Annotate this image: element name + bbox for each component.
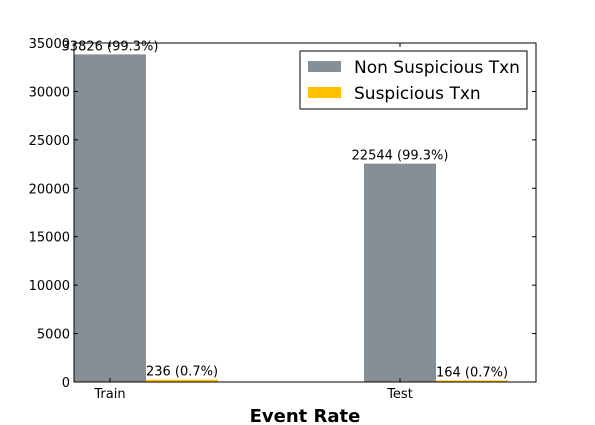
legend-swatch-suspicious bbox=[308, 87, 341, 98]
data-label-suspicious-txn-train: 236 (0.7%) bbox=[146, 365, 218, 380]
labels-layer: 33826 (99.3%) 236 (0.7%) 22544 (99.3%) 164 … bbox=[62, 39, 509, 380]
bar-non-suspicious-txn-test bbox=[364, 163, 436, 382]
y-tick-label-15000: 15000 bbox=[29, 231, 70, 246]
y-tick-label-0: 0 bbox=[62, 376, 70, 391]
ticks-layer: Train Test0500010000150002000025000300003… bbox=[29, 37, 536, 402]
plot-frame bbox=[73, 42, 537, 383]
y-tick-label-5000: 5000 bbox=[37, 328, 70, 343]
bar-non-suspicious-txn-train bbox=[74, 54, 146, 382]
bar-suspicious-txn-train bbox=[146, 379, 218, 382]
bar-suspicious-txn-test bbox=[436, 380, 508, 382]
x-axis-title: Event Rate bbox=[250, 406, 361, 425]
bars-layer bbox=[74, 54, 508, 382]
y-tick-label-10000: 10000 bbox=[29, 279, 70, 294]
y-tick-label-35000: 35000 bbox=[29, 37, 70, 52]
x-tick-label-test: Test bbox=[386, 387, 413, 402]
data-label-suspicious-txn-test: 164 (0.7%) bbox=[436, 365, 508, 380]
y-tick-label-25000: 25000 bbox=[29, 134, 70, 149]
legend-box bbox=[299, 50, 528, 110]
data-label-non-suspicious-txn-train: 33826 (99.3%) bbox=[62, 39, 159, 54]
legend-swatch-non-suspicious bbox=[308, 61, 341, 72]
y-tick-label-30000: 30000 bbox=[29, 85, 70, 100]
y-tick-label-20000: 20000 bbox=[29, 182, 70, 197]
legend-label-suspicious: Suspicious Txn bbox=[354, 84, 481, 104]
legend-label-non-suspicious: Non Suspicious Txn bbox=[354, 58, 520, 78]
data-label-non-suspicious-txn-test: 22544 (99.3%) bbox=[352, 149, 449, 164]
x-tick-label-train: Train bbox=[93, 387, 125, 402]
legend: Non Suspicious Txn Suspicious Txn bbox=[299, 50, 528, 110]
